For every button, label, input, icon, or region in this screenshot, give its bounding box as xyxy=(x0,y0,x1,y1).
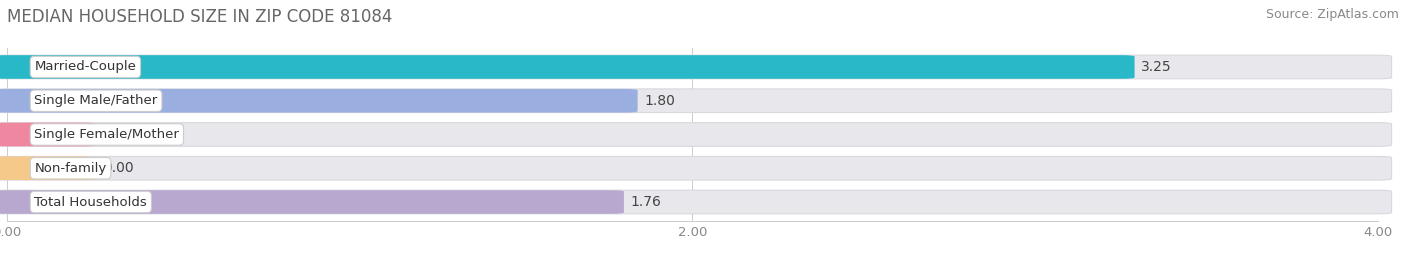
FancyBboxPatch shape xyxy=(0,55,1392,79)
FancyBboxPatch shape xyxy=(0,190,624,214)
FancyBboxPatch shape xyxy=(0,190,1392,214)
Text: 3.25: 3.25 xyxy=(1142,60,1173,74)
Text: 1.76: 1.76 xyxy=(631,195,662,209)
Text: Married-Couple: Married-Couple xyxy=(34,61,136,73)
FancyBboxPatch shape xyxy=(0,123,96,146)
FancyBboxPatch shape xyxy=(0,123,1392,146)
FancyBboxPatch shape xyxy=(0,157,96,180)
FancyBboxPatch shape xyxy=(0,89,1392,112)
Text: Single Male/Father: Single Male/Father xyxy=(34,94,157,107)
Text: 0.00: 0.00 xyxy=(103,161,134,175)
FancyBboxPatch shape xyxy=(0,55,1135,79)
Text: Non-family: Non-family xyxy=(34,162,107,175)
Text: Single Female/Mother: Single Female/Mother xyxy=(34,128,180,141)
FancyBboxPatch shape xyxy=(0,89,638,112)
FancyBboxPatch shape xyxy=(0,157,1392,180)
Text: Total Households: Total Households xyxy=(34,196,148,208)
Text: Source: ZipAtlas.com: Source: ZipAtlas.com xyxy=(1265,8,1399,21)
Text: 0.00: 0.00 xyxy=(103,128,134,141)
Text: 1.80: 1.80 xyxy=(644,94,675,108)
Text: MEDIAN HOUSEHOLD SIZE IN ZIP CODE 81084: MEDIAN HOUSEHOLD SIZE IN ZIP CODE 81084 xyxy=(7,8,392,26)
